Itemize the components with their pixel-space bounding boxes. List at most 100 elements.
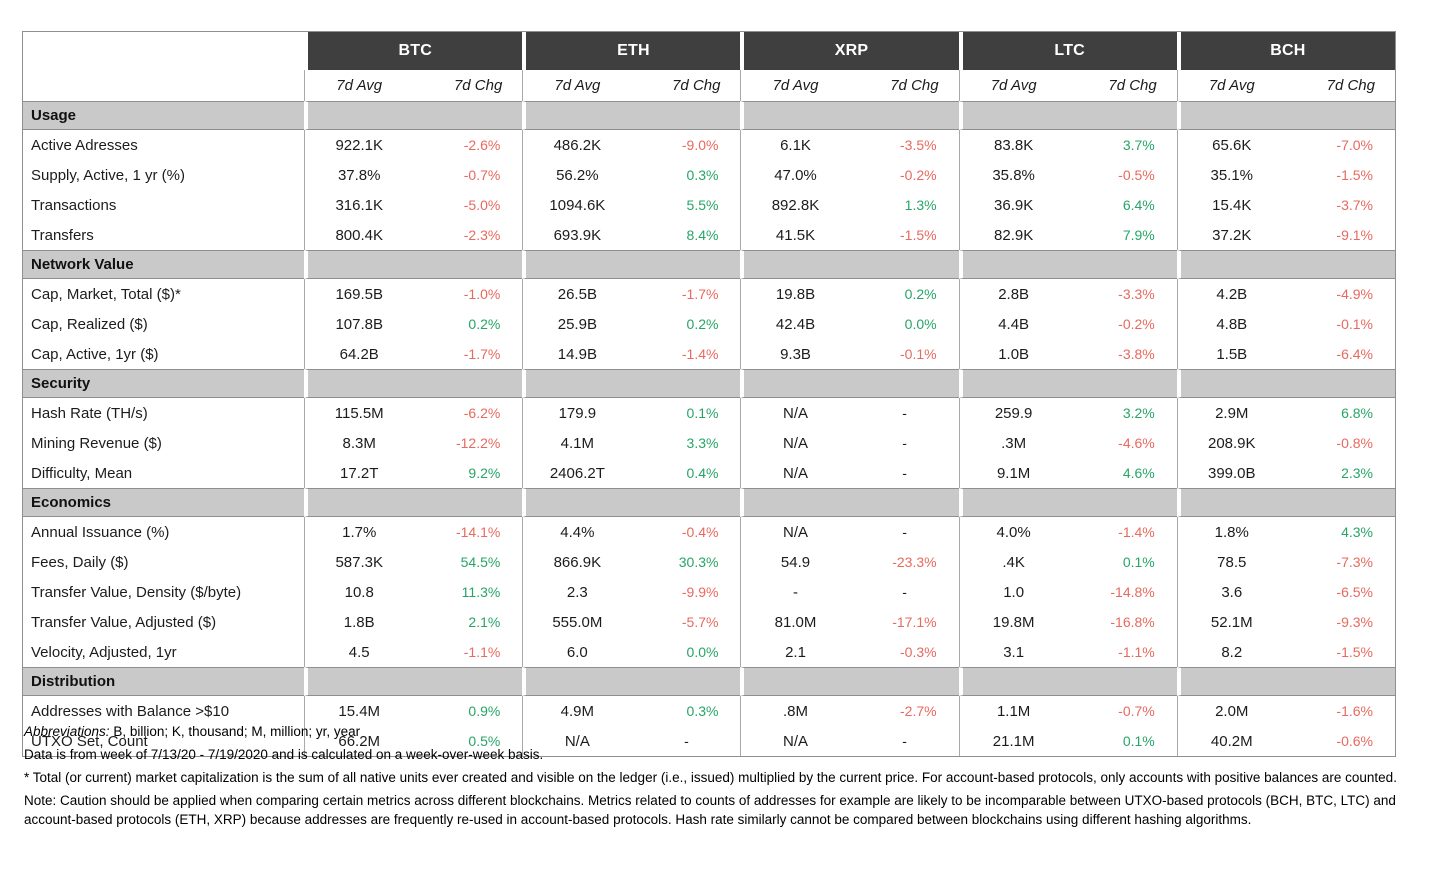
metric-label: Fees, Daily ($)	[23, 547, 305, 577]
avg-value: 19.8M	[958, 607, 1068, 637]
chg-value: 6.8%	[1285, 398, 1395, 428]
chg-value: -1.7%	[413, 339, 523, 369]
chg-value: -7.3%	[1285, 547, 1395, 577]
subheader-chg: 7d Chg	[849, 70, 959, 101]
coin-header-row: BTC ETH XRP LTC BCH	[23, 32, 1395, 70]
coin-header-btc: BTC	[304, 32, 523, 70]
chg-value: 9.2%	[413, 458, 523, 488]
avg-value: 41.5K	[740, 220, 850, 250]
avg-value: 1.1M	[958, 696, 1068, 726]
section-spacer	[958, 250, 1177, 279]
avg-value: 2.3	[522, 577, 632, 607]
chg-value: -	[849, 577, 959, 607]
avg-value: 6.1K	[740, 130, 850, 160]
metric-label: Difficulty, Mean	[23, 458, 305, 488]
avg-value: 4.1M	[522, 428, 632, 458]
table-row: Mining Revenue ($) 8.3M -12.2% 4.1M 3.3% N/A -…	[23, 428, 1395, 458]
chg-value: -0.2%	[1067, 309, 1177, 339]
chg-value: 5.5%	[631, 190, 741, 220]
avg-value: 4.8B	[1176, 309, 1286, 339]
section-title: Economics	[23, 488, 305, 517]
avg-value: 2.8B	[958, 279, 1068, 309]
chg-value: 3.3%	[631, 428, 741, 458]
avg-value: 892.8K	[740, 190, 850, 220]
table-row: Annual Issuance (%) 1.7% -14.1% 4.4% -0.4% N/…	[23, 517, 1395, 547]
avg-value: 40.2M	[1176, 726, 1286, 756]
metric-label: Addresses with Balance >$10	[23, 696, 305, 726]
avg-value: N/A	[740, 517, 850, 547]
subheader-row: 7d Avg 7d Chg 7d Avg 7d Chg 7d Avg 7d Ch…	[23, 70, 1395, 101]
chg-value: -9.3%	[1285, 607, 1395, 637]
section-spacer	[1176, 667, 1395, 696]
chg-value: -1.5%	[849, 220, 959, 250]
metric-label: UTXO Set, Count	[23, 726, 305, 756]
chg-value: 30.3%	[631, 547, 741, 577]
chg-value: 3.2%	[1067, 398, 1177, 428]
avg-value: 6.0	[522, 637, 632, 667]
avg-value: 1094.6K	[522, 190, 632, 220]
chg-value: -3.8%	[1067, 339, 1177, 369]
chg-value: -6.2%	[413, 398, 523, 428]
avg-value: 115.5M	[304, 398, 414, 428]
avg-value: 54.9	[740, 547, 850, 577]
chg-value: 0.3%	[631, 160, 741, 190]
avg-value: 17.2T	[304, 458, 414, 488]
section-spacer	[740, 369, 959, 398]
metric-label: Supply, Active, 1 yr (%)	[23, 160, 305, 190]
subheader-empty	[23, 70, 305, 101]
chg-value: 0.1%	[1067, 726, 1177, 756]
metric-label: Mining Revenue ($)	[23, 428, 305, 458]
chg-value: -0.2%	[849, 160, 959, 190]
avg-value: 37.2K	[1176, 220, 1286, 250]
chg-value: -23.3%	[849, 547, 959, 577]
chg-value: 0.9%	[413, 696, 523, 726]
avg-value: 35.1%	[1176, 160, 1286, 190]
chg-value: -0.7%	[1067, 696, 1177, 726]
chg-value: -1.5%	[1285, 160, 1395, 190]
chg-value: 0.1%	[631, 398, 741, 428]
section-title: Security	[23, 369, 305, 398]
avg-value: 1.7%	[304, 517, 414, 547]
chg-value: -1.7%	[631, 279, 741, 309]
table-row: Transfer Value, Density ($/byte) 10.8 11.3…	[23, 577, 1395, 607]
section-spacer	[522, 250, 741, 279]
section-title: Network Value	[23, 250, 305, 279]
avg-value: 259.9	[958, 398, 1068, 428]
table-row: Cap, Active, 1yr ($) 64.2B -1.7% 14.9B -1.4%…	[23, 339, 1395, 369]
section-spacer	[958, 101, 1177, 130]
chg-value: 11.3%	[413, 577, 523, 607]
table-row: UTXO Set, Count 66.2M 0.5% N/A - N/A -21.1M 0.1…	[23, 726, 1395, 756]
avg-value: 1.5B	[1176, 339, 1286, 369]
avg-value: 4.2B	[1176, 279, 1286, 309]
chg-value: -0.3%	[849, 637, 959, 667]
section-spacer	[522, 667, 741, 696]
avg-value: 1.0	[958, 577, 1068, 607]
metric-label: Cap, Realized ($)	[23, 309, 305, 339]
footnote-data-week: Data is from week of 7/13/20 - 7/19/2020…	[24, 747, 544, 762]
avg-value: 555.0M	[522, 607, 632, 637]
avg-value: 65.6K	[1176, 130, 1286, 160]
avg-value: 15.4K	[1176, 190, 1286, 220]
avg-value: 10.8	[304, 577, 414, 607]
metric-label: Hash Rate (TH/s)	[23, 398, 305, 428]
chg-value: -1.6%	[1285, 696, 1395, 726]
table-row: Velocity, Adjusted, 1yr 4.5 -1.1% 6.0 0.0% 2.…	[23, 637, 1395, 667]
avg-value: 52.1M	[1176, 607, 1286, 637]
subheader-chg: 7d Chg	[413, 70, 523, 101]
section-row: Network Value	[23, 250, 1395, 279]
table-row: Hash Rate (TH/s) 115.5M -6.2% 179.9 0.1% N/A -…	[23, 398, 1395, 428]
chg-value: -	[849, 428, 959, 458]
chg-value: 0.3%	[631, 696, 741, 726]
avg-value: 14.9B	[522, 339, 632, 369]
avg-value: 37.8%	[304, 160, 414, 190]
chg-value: -16.8%	[1067, 607, 1177, 637]
section-row: Usage	[23, 101, 1395, 130]
avg-value: N/A	[740, 428, 850, 458]
avg-value: 26.5B	[522, 279, 632, 309]
chg-value: -	[849, 726, 959, 756]
chg-value: 8.4%	[631, 220, 741, 250]
chg-value: 0.0%	[849, 309, 959, 339]
footnote-note: Note: Caution should be applied when com…	[24, 793, 1396, 827]
subheader-avg: 7d Avg	[522, 70, 632, 101]
